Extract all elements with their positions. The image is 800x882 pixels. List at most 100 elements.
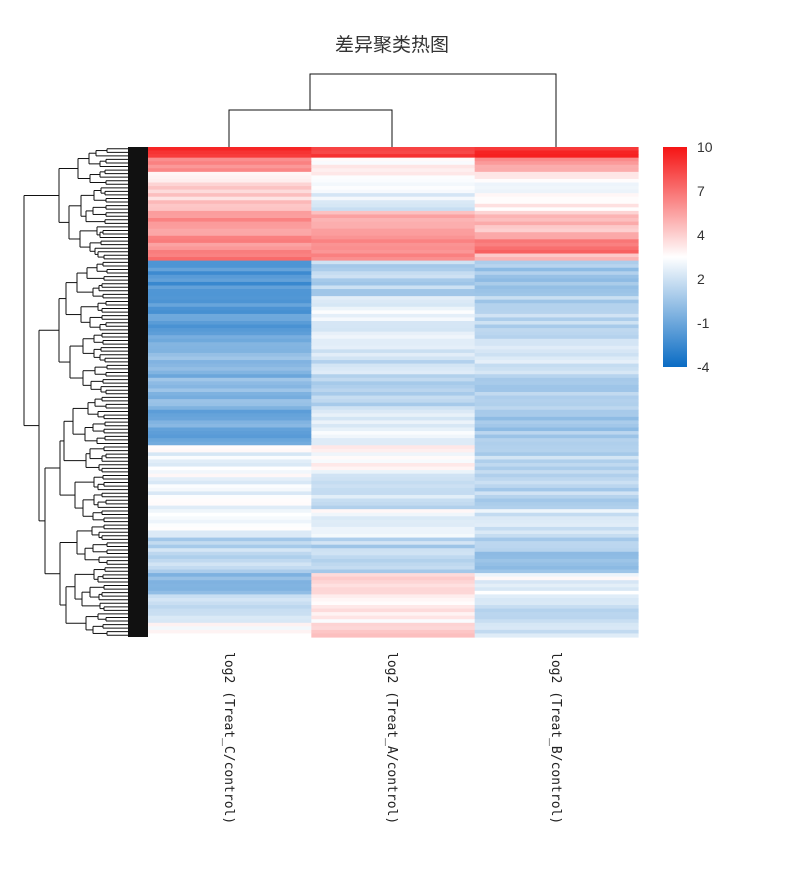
heatmap-cell bbox=[148, 526, 312, 532]
column-label: log2 (Treat_C/control) bbox=[221, 652, 236, 824]
heatmap-cell bbox=[311, 530, 476, 535]
heatmap-cell bbox=[311, 587, 476, 592]
heatmap-cell bbox=[148, 420, 312, 425]
heatmap-cell bbox=[474, 370, 639, 375]
heatmap-cell bbox=[474, 225, 639, 230]
heatmap-cell bbox=[148, 601, 312, 606]
heatmap-cell bbox=[311, 370, 476, 375]
heatmap-cell bbox=[148, 573, 312, 578]
heatmap-cell bbox=[148, 587, 312, 592]
heatmap-cell bbox=[148, 218, 312, 223]
heatmap-cell bbox=[474, 463, 639, 468]
colorbar-tick-label: 4 bbox=[697, 227, 705, 243]
heatmap-cell bbox=[148, 463, 312, 468]
heatmap-cell bbox=[311, 633, 476, 638]
heatmap-cell bbox=[474, 260, 639, 265]
heatmap-cell bbox=[311, 487, 476, 493]
heatmap-cell bbox=[311, 157, 476, 162]
heatmap-cell bbox=[148, 480, 312, 485]
heatmap-cell bbox=[311, 278, 476, 283]
heatmap-cell bbox=[474, 324, 639, 329]
heatmap-cell bbox=[148, 544, 312, 549]
heatmap-cell bbox=[311, 235, 476, 240]
heatmap-cell bbox=[148, 303, 312, 308]
heatmap-cell bbox=[474, 232, 639, 237]
heatmap-cell bbox=[148, 384, 312, 390]
heatmap-cell bbox=[148, 477, 312, 482]
heatmap-cell bbox=[148, 175, 312, 180]
heatmap-cell bbox=[148, 239, 312, 244]
heatmap-cell bbox=[474, 349, 639, 354]
heatmap-cell bbox=[474, 388, 639, 393]
heatmap-cell bbox=[148, 402, 312, 407]
heatmap-cell bbox=[148, 558, 312, 564]
heatmap-cell bbox=[148, 423, 312, 429]
heatmap-cell bbox=[311, 502, 476, 507]
heatmap-cell bbox=[311, 374, 476, 379]
heatmap-cell bbox=[311, 274, 476, 279]
heatmap-cell bbox=[311, 537, 476, 542]
heatmap-cell bbox=[148, 445, 312, 450]
heatmap-cell bbox=[148, 505, 312, 510]
heatmap-cell bbox=[474, 271, 639, 276]
heatmap-cell bbox=[311, 313, 476, 319]
heatmap-cell bbox=[474, 580, 639, 585]
heatmap-cell bbox=[311, 221, 476, 226]
heatmap-cell bbox=[474, 541, 639, 546]
heatmap-cell bbox=[311, 448, 476, 453]
heatmap-cell bbox=[311, 544, 476, 549]
heatmap-cell bbox=[148, 164, 312, 169]
heatmap-cell bbox=[311, 242, 476, 248]
heatmap-cell bbox=[148, 605, 312, 610]
heatmap-cell bbox=[311, 484, 476, 489]
heatmap-cell bbox=[474, 431, 639, 436]
heatmap-cell bbox=[148, 193, 312, 198]
heatmap-cell bbox=[311, 523, 476, 528]
heatmap-cell bbox=[148, 306, 312, 311]
heatmap-cell bbox=[474, 285, 639, 290]
heatmap-cell bbox=[311, 612, 476, 617]
heatmap-cell bbox=[311, 629, 476, 635]
heatmap-cell bbox=[311, 605, 476, 610]
heatmap-cell bbox=[148, 434, 312, 439]
heatmap-cell bbox=[311, 150, 476, 155]
heatmap-cell bbox=[474, 228, 639, 233]
heatmap-cell bbox=[148, 494, 312, 500]
heatmap-cell bbox=[311, 356, 476, 361]
heatmap-cell bbox=[311, 200, 476, 205]
heatmap-cell bbox=[474, 413, 639, 418]
heatmap-cell bbox=[311, 409, 476, 414]
heatmap-cell bbox=[474, 214, 639, 219]
heatmap-cell bbox=[311, 576, 476, 581]
heatmap-cell bbox=[474, 441, 639, 446]
column-label: log2 (Treat_A/control) bbox=[384, 652, 399, 824]
heatmap-cell bbox=[311, 541, 476, 546]
heatmap-cell bbox=[474, 175, 639, 180]
heatmap-cell bbox=[474, 619, 639, 624]
heatmap-cell bbox=[148, 274, 312, 279]
heatmap-cell bbox=[474, 235, 639, 240]
heatmap-cell bbox=[474, 438, 639, 443]
heatmap-cell bbox=[148, 576, 312, 581]
heatmap-cell bbox=[311, 558, 476, 564]
heatmap-cell bbox=[474, 253, 639, 258]
heatmap-cell bbox=[474, 189, 639, 194]
heatmap-cell bbox=[311, 466, 476, 471]
heatmap-cell bbox=[474, 544, 639, 549]
heatmap-cell bbox=[474, 392, 639, 397]
heatmap-cell bbox=[474, 470, 639, 475]
heatmap-cell bbox=[311, 480, 476, 485]
heatmap-cell bbox=[311, 345, 476, 350]
heatmap-cell bbox=[148, 629, 312, 635]
heatmap-cell bbox=[148, 455, 312, 461]
heatmap-cell bbox=[311, 548, 476, 553]
heatmap-cell bbox=[474, 498, 639, 503]
heatmap-cell bbox=[148, 189, 312, 194]
colorbar-tick-label: 7 bbox=[697, 183, 705, 199]
heatmap-cell bbox=[311, 551, 476, 556]
heatmap-cell bbox=[148, 459, 312, 464]
heatmap-cell bbox=[311, 260, 476, 265]
heatmap-cell bbox=[148, 235, 312, 240]
heatmap-cell bbox=[474, 487, 639, 493]
heatmap-cell bbox=[474, 605, 639, 610]
